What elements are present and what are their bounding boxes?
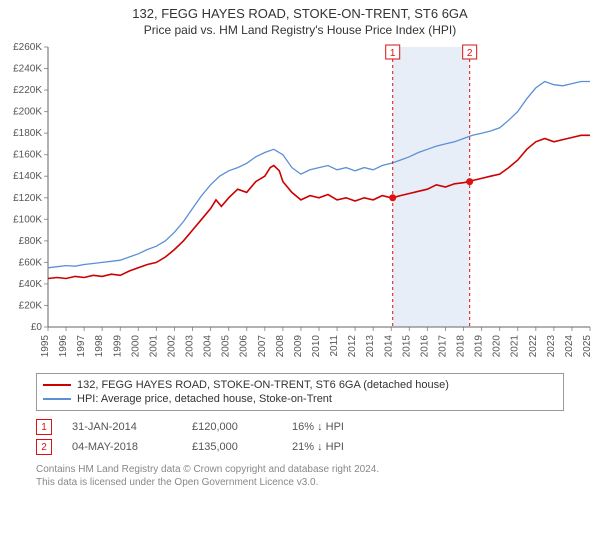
svg-text:2023: 2023	[546, 335, 557, 358]
svg-text:2020: 2020	[492, 335, 503, 358]
svg-text:1999: 1999	[112, 335, 123, 358]
svg-text:£120K: £120K	[13, 193, 42, 204]
svg-text:2025: 2025	[582, 335, 593, 358]
svg-text:£60K: £60K	[19, 257, 43, 268]
legend-label: 132, FEGG HAYES ROAD, STOKE-ON-TRENT, ST…	[77, 379, 449, 391]
svg-text:2018: 2018	[456, 335, 467, 358]
svg-text:1996: 1996	[58, 335, 69, 358]
sale-marker-row: 2 04-MAY-2018 £135,000 21% ↓ HPI	[36, 437, 564, 457]
series-hpi	[48, 82, 590, 268]
title-line2: Price paid vs. HM Land Registry's House …	[0, 23, 600, 37]
title-line1: 132, FEGG HAYES ROAD, STOKE-ON-TRENT, ST…	[0, 6, 600, 21]
legend-item: 132, FEGG HAYES ROAD, STOKE-ON-TRENT, ST…	[43, 378, 557, 392]
svg-text:£180K: £180K	[13, 128, 42, 139]
svg-text:2003: 2003	[185, 335, 196, 358]
sale-price: £135,000	[192, 441, 272, 453]
svg-text:2002: 2002	[166, 335, 177, 358]
footer-line2: This data is licensed under the Open Gov…	[36, 476, 564, 489]
sale-marker-badge: 2	[36, 439, 52, 455]
svg-text:£20K: £20K	[19, 300, 43, 311]
svg-text:2024: 2024	[564, 335, 575, 358]
footer-line1: Contains HM Land Registry data © Crown c…	[36, 463, 564, 476]
chart-titles: 132, FEGG HAYES ROAD, STOKE-ON-TRENT, ST…	[0, 0, 600, 37]
svg-text:£200K: £200K	[13, 107, 42, 118]
svg-text:2009: 2009	[293, 335, 304, 358]
footer-attribution: Contains HM Land Registry data © Crown c…	[36, 463, 564, 489]
svg-text:2000: 2000	[130, 335, 141, 358]
sale-marker-table: 1 31-JAN-2014 £120,000 16% ↓ HPI 2 04-MAY-201…	[36, 417, 564, 457]
sale-marker-row: 1 31-JAN-2014 £120,000 16% ↓ HPI	[36, 417, 564, 437]
svg-text:2016: 2016	[419, 335, 430, 358]
svg-text:2017: 2017	[437, 335, 448, 358]
svg-text:2007: 2007	[257, 335, 268, 358]
svg-text:2: 2	[467, 48, 473, 59]
sale-date: 04-MAY-2018	[72, 441, 172, 453]
sale-price: £120,000	[192, 421, 272, 433]
svg-text:£100K: £100K	[13, 214, 42, 225]
svg-text:1995: 1995	[40, 335, 51, 358]
svg-text:£240K: £240K	[13, 64, 42, 75]
legend-label: HPI: Average price, detached house, Stok…	[77, 393, 332, 405]
svg-text:2010: 2010	[311, 335, 322, 358]
svg-text:£40K: £40K	[19, 279, 43, 290]
svg-text:2004: 2004	[203, 335, 214, 358]
svg-text:2019: 2019	[474, 335, 485, 358]
svg-text:2008: 2008	[275, 335, 286, 358]
svg-text:2011: 2011	[329, 335, 340, 357]
svg-text:£160K: £160K	[13, 150, 42, 161]
svg-text:2013: 2013	[365, 335, 376, 358]
svg-text:1: 1	[390, 48, 396, 59]
svg-text:£0: £0	[31, 322, 43, 333]
svg-text:£80K: £80K	[19, 236, 43, 247]
svg-text:£140K: £140K	[13, 171, 42, 182]
legend-swatch	[43, 398, 71, 400]
svg-text:£260K: £260K	[13, 42, 42, 53]
legend-swatch	[43, 384, 71, 386]
svg-text:2005: 2005	[221, 335, 232, 358]
svg-text:2015: 2015	[401, 335, 412, 358]
sale-marker-badge: 1	[36, 419, 52, 435]
legend: 132, FEGG HAYES ROAD, STOKE-ON-TRENT, ST…	[36, 373, 564, 411]
legend-item: HPI: Average price, detached house, Stok…	[43, 392, 557, 406]
svg-text:2006: 2006	[239, 335, 250, 358]
svg-text:£220K: £220K	[13, 85, 42, 96]
sale-diff: 16% ↓ HPI	[292, 421, 344, 433]
svg-text:2022: 2022	[528, 335, 539, 358]
chart-container: £0 £20K £40K £60K £80K £100K £120K £140K £160K £1…	[0, 37, 600, 367]
sale-diff: 21% ↓ HPI	[292, 441, 344, 453]
svg-text:1997: 1997	[76, 335, 87, 358]
svg-text:1998: 1998	[94, 335, 105, 358]
price-chart: £0 £20K £40K £60K £80K £100K £120K £140K £160K £1…	[0, 37, 600, 367]
svg-text:2001: 2001	[148, 335, 159, 358]
svg-text:2012: 2012	[347, 335, 358, 358]
sale-date: 31-JAN-2014	[72, 421, 172, 433]
svg-text:2014: 2014	[383, 335, 394, 358]
svg-text:2021: 2021	[510, 335, 521, 358]
